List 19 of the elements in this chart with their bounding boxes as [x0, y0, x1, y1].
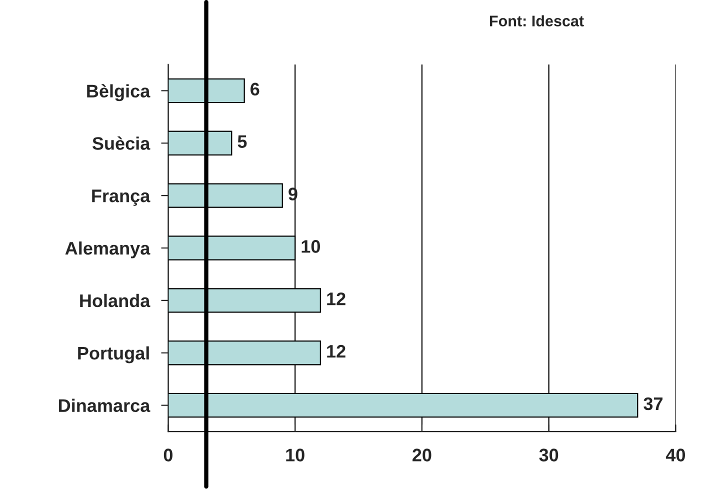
- text: Font: Idescat: [490, 15, 584, 26]
- y-tick-label: Dinamarca: [59, 398, 150, 412]
- x-tick-label: 0: [164, 448, 172, 462]
- data-label: 10: [302, 240, 320, 253]
- y-tick-label: Alemanya: [65, 241, 150, 258]
- y-tick-label: Bèlgica: [87, 84, 150, 102]
- x-tick-label: 10: [286, 448, 304, 462]
- x-tick-label: 30: [539, 448, 558, 462]
- data-label: 5: [238, 135, 247, 148]
- y-tick-label: França: [92, 190, 150, 206]
- y-tick-label: Portugal: [78, 346, 149, 364]
- y-tick-label: Suècia: [92, 136, 150, 150]
- data-label: 12: [327, 292, 346, 306]
- y-tick-label: Holanda: [80, 294, 150, 308]
- x-tick-label: 20: [412, 448, 432, 462]
- data-label: 12: [327, 344, 346, 358]
- data-label: 37: [644, 397, 662, 410]
- data-label: 6: [250, 82, 260, 96]
- x-tick-label: 40: [666, 448, 686, 462]
